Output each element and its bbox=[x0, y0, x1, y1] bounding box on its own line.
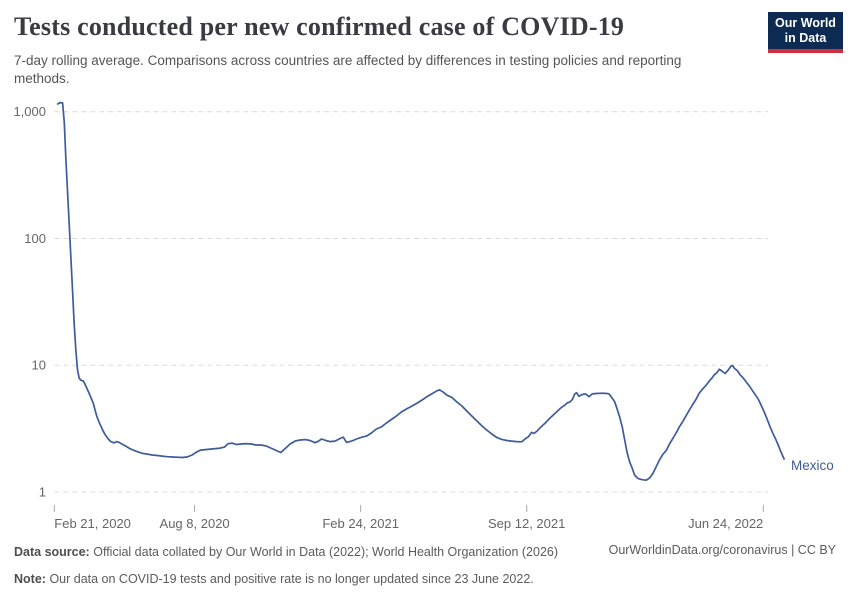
y-axis-label: 1,000 bbox=[13, 104, 46, 119]
owid-logo-text-line1: Our World bbox=[775, 15, 836, 30]
data-source-line: Data source: Official data collated by O… bbox=[14, 543, 836, 561]
chart-footer: Data source: Official data collated by O… bbox=[14, 543, 836, 597]
note-line: Note: Our data on COVID-19 tests and pos… bbox=[14, 570, 836, 588]
x-axis-label: Jun 24, 2022 bbox=[688, 516, 763, 531]
page-title: Tests conducted per new confirmed case o… bbox=[14, 12, 625, 41]
x-axis-label: Sep 12, 2021 bbox=[488, 516, 565, 531]
owid-logo: Our World in Data bbox=[768, 12, 843, 53]
data-source-text: Official data collated by Our World in D… bbox=[93, 545, 559, 559]
mexico-line[interactable] bbox=[56, 101, 785, 482]
chart-plot-area: 1 10 100 1,000 Feb 21, 2020 Aug 8, 2020 Feb 24… bbox=[0, 90, 850, 540]
note-text: Our data on COVID-19 tests and positive … bbox=[49, 572, 534, 587]
series-label-mexico[interactable]: Mexico bbox=[791, 458, 834, 473]
chart-subtitle: 7-day rolling average. Comparisons acros… bbox=[14, 53, 682, 86]
y-axis-label: 100 bbox=[24, 231, 46, 246]
x-axis-label: Feb 21, 2020 bbox=[54, 516, 131, 531]
y-axis-label: 1 bbox=[39, 485, 46, 500]
data-source-label: Data source: bbox=[14, 545, 90, 559]
line-chart-canvas: 1 10 100 1,000 Feb 21, 2020 Aug 8, 2020 Feb 24… bbox=[13, 101, 834, 531]
x-axis-label: Feb 24, 2021 bbox=[322, 516, 399, 531]
note-label: Note: bbox=[14, 572, 46, 587]
x-axis-label: Aug 8, 2020 bbox=[160, 516, 230, 531]
owid-attribution-link: OurWorldinData.org/coronavirus | CC BY bbox=[608, 543, 836, 557]
owid-logo-text-line2: in Data bbox=[784, 30, 827, 45]
y-axis-label: 10 bbox=[32, 358, 46, 373]
